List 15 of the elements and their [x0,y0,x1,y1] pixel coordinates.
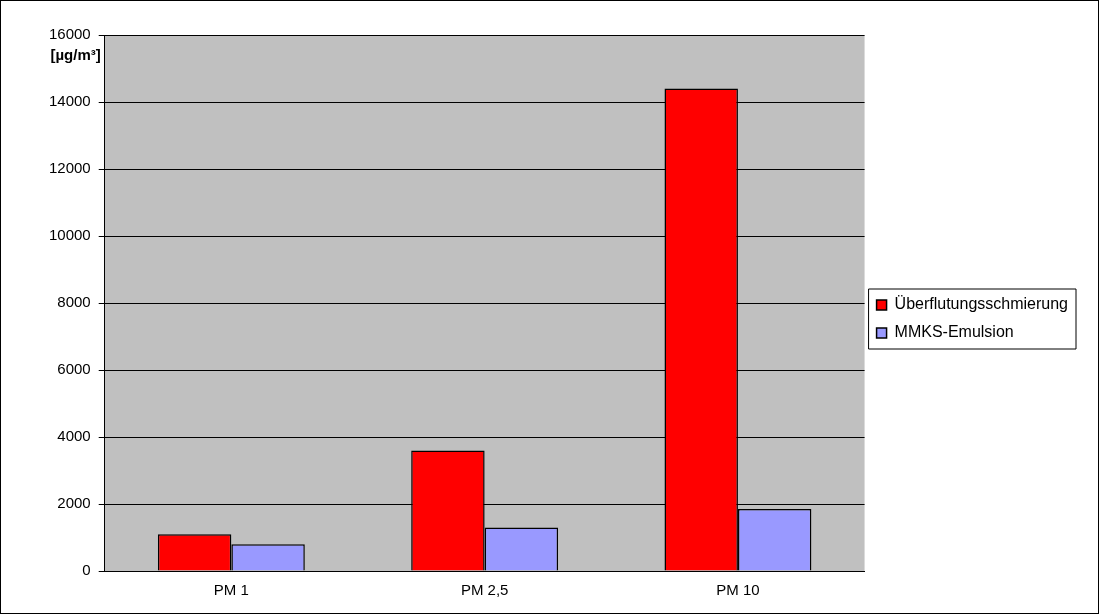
x-tick-label: PM 10 [716,581,760,599]
y-tick-label: 0 [82,561,91,579]
legend-label: Überflutungsschmierung [894,295,1068,313]
x-tick-label: PM 2,5 [460,581,509,599]
y-tick-label: 2000 [57,494,91,512]
legend-label: MMKS-Emulsion [894,323,1014,341]
y-tick-label: 14000 [48,92,91,110]
y-tick-label: 6000 [57,360,91,378]
y-tick-label: 10000 [48,226,91,244]
y-tick-label: 4000 [57,427,91,445]
y-tick-label: 16000 [48,25,91,43]
y-axis-title: [µg/m³] [50,46,101,64]
y-tick-label: 8000 [57,293,91,311]
y-tick-label: 12000 [48,159,91,177]
x-tick-label: PM 1 [213,581,249,599]
